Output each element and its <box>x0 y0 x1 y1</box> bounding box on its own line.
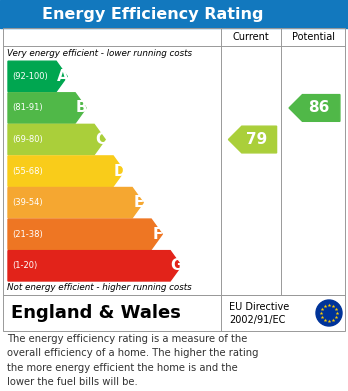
Text: (39-54): (39-54) <box>12 198 42 207</box>
Text: A: A <box>57 69 69 84</box>
Text: (21-38): (21-38) <box>12 230 43 239</box>
Text: England & Wales: England & Wales <box>11 304 181 322</box>
Text: G: G <box>171 258 183 273</box>
Text: C: C <box>95 132 106 147</box>
Bar <box>3 28 345 295</box>
Polygon shape <box>8 156 124 186</box>
Text: F: F <box>152 227 163 242</box>
Text: D: D <box>113 163 126 179</box>
Text: E: E <box>134 195 144 210</box>
Polygon shape <box>8 61 67 91</box>
Polygon shape <box>289 95 340 121</box>
Text: 2002/91/EC: 2002/91/EC <box>229 315 286 325</box>
Polygon shape <box>228 126 277 153</box>
Circle shape <box>316 300 342 326</box>
Text: (55-68): (55-68) <box>12 167 43 176</box>
Text: Very energy efficient - lower running costs: Very energy efficient - lower running co… <box>7 48 192 57</box>
Text: The energy efficiency rating is a measure of the
overall efficiency of a home. T: The energy efficiency rating is a measur… <box>7 334 259 387</box>
Bar <box>3 295 345 331</box>
Polygon shape <box>8 251 181 281</box>
Polygon shape <box>8 188 143 218</box>
Text: Energy Efficiency Rating: Energy Efficiency Rating <box>42 7 264 22</box>
Text: 86: 86 <box>308 100 329 115</box>
Text: (92-100): (92-100) <box>12 72 48 81</box>
Text: (1-20): (1-20) <box>12 261 37 270</box>
Text: Potential: Potential <box>292 32 335 42</box>
Text: EU Directive: EU Directive <box>229 301 290 312</box>
Text: (81-91): (81-91) <box>12 104 42 113</box>
Text: B: B <box>76 100 88 115</box>
Polygon shape <box>8 93 86 123</box>
Text: Current: Current <box>233 32 270 42</box>
Text: (69-80): (69-80) <box>12 135 43 144</box>
Polygon shape <box>8 219 162 249</box>
Bar <box>0 0 348 28</box>
Text: Not energy efficient - higher running costs: Not energy efficient - higher running co… <box>7 283 192 292</box>
Polygon shape <box>8 124 105 155</box>
Text: 79: 79 <box>246 132 267 147</box>
